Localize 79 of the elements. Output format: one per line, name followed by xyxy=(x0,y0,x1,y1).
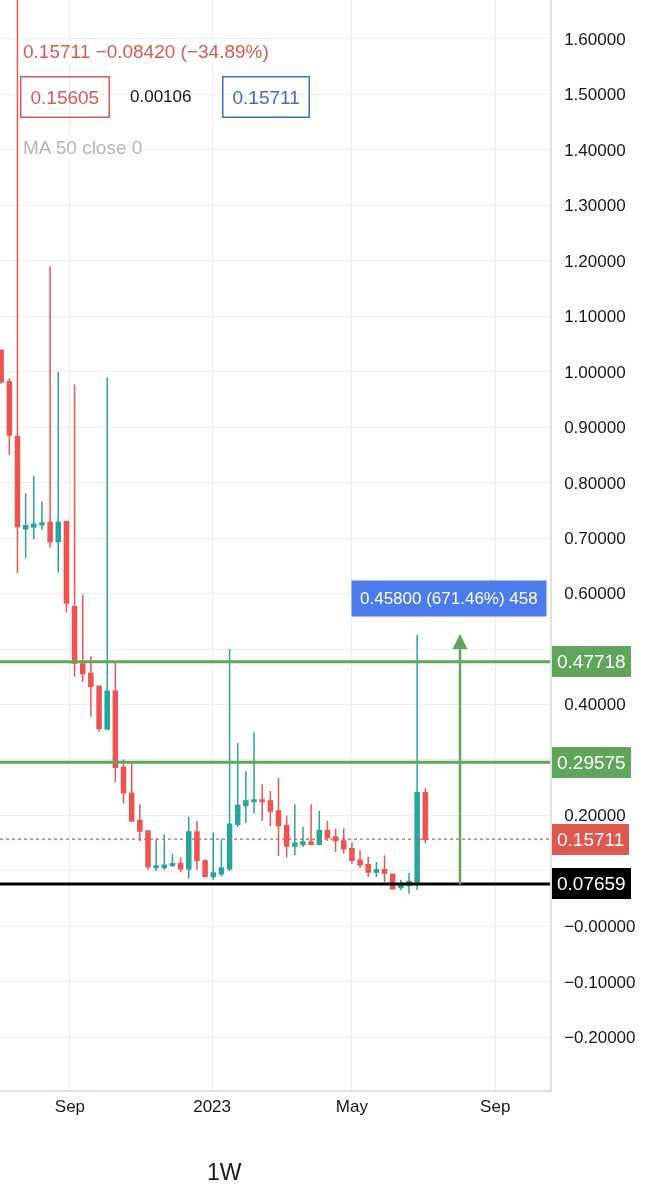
candlestick xyxy=(31,475,37,540)
candlestick xyxy=(55,370,62,574)
candlestick xyxy=(234,742,241,828)
y-tick-label: 1.40000 xyxy=(564,140,626,160)
candlestick xyxy=(104,376,110,730)
y-tick-label: 0.80000 xyxy=(564,473,626,493)
candlestick xyxy=(169,852,176,868)
x-tick-label: Sep xyxy=(54,1097,86,1117)
y-tick-label: 0.20000 xyxy=(564,806,626,826)
y-tick-label: 1.50000 xyxy=(564,85,626,105)
candlestick xyxy=(112,660,119,783)
x-tick-label: Sep xyxy=(480,1097,511,1117)
y-tick-label: 1.20000 xyxy=(564,251,626,271)
candlestick xyxy=(243,770,249,824)
candlestick xyxy=(373,861,380,878)
candlestick xyxy=(308,803,314,847)
y-tick-label: 1.10000 xyxy=(564,307,626,327)
candlestick xyxy=(218,838,225,878)
candlestick xyxy=(349,841,355,865)
annotation: 0.00106 xyxy=(130,87,192,106)
candlestick xyxy=(145,830,151,871)
text: 1W xyxy=(207,1159,242,1185)
candlestick xyxy=(79,593,86,683)
y-tick-label: −0.10000 xyxy=(564,972,636,992)
y-tick-label: 0.60000 xyxy=(564,584,626,604)
y-tick-label: 1.00000 xyxy=(564,362,626,382)
candlestick xyxy=(414,633,420,891)
candlestick xyxy=(259,783,265,822)
candlestick xyxy=(96,684,102,733)
annotation: 0.45800 (671.46%) 458 xyxy=(360,589,538,608)
x-tick-label: May xyxy=(335,1097,369,1117)
candlestick xyxy=(251,731,257,815)
candlestick xyxy=(186,816,192,880)
annotation: 0.15711 xyxy=(232,86,300,108)
candlestick xyxy=(88,655,94,718)
candlestick xyxy=(6,377,13,456)
y-tick-label: 1.30000 xyxy=(564,196,626,216)
ref-line-label: 0.15711 xyxy=(557,829,625,850)
candlestick xyxy=(226,648,233,872)
y-tick-label: −0.00000 xyxy=(564,917,636,937)
annotation: MA 50 close 0 xyxy=(23,137,143,158)
candlestick xyxy=(63,520,70,614)
candlestick xyxy=(137,803,143,842)
ref-line-label: 0.47718 xyxy=(557,651,626,672)
candlestick xyxy=(39,500,45,531)
y-tick-label: 0.40000 xyxy=(564,695,626,715)
candlestick xyxy=(161,833,168,871)
y-tick-label: 0.90000 xyxy=(564,418,626,438)
candlestick xyxy=(47,265,53,549)
ref-line-label: 0.29575 xyxy=(557,752,626,773)
y-tick-label: 1.60000 xyxy=(564,29,626,49)
candlestick xyxy=(332,827,339,853)
x-tick-label: 2023 xyxy=(193,1097,231,1117)
candlestick xyxy=(292,803,298,857)
y-tick-label: 0.70000 xyxy=(564,529,626,549)
candlestick xyxy=(202,858,208,878)
candlestick xyxy=(14,0,21,574)
candlestick xyxy=(324,820,331,842)
candlestick xyxy=(0,348,4,385)
candlestick xyxy=(300,826,306,848)
candlestick xyxy=(22,492,29,559)
candlestick xyxy=(283,814,290,859)
y-tick-label: −0.20000 xyxy=(564,1028,636,1048)
annotation: 0.15605 xyxy=(30,86,100,108)
candlestick xyxy=(194,820,200,871)
candlestick xyxy=(357,849,363,869)
candlestick xyxy=(71,383,78,678)
candlestick xyxy=(275,776,282,857)
candlestick xyxy=(365,856,371,878)
text: 0.15711 −0.08420 (−34.89%) xyxy=(23,41,269,62)
candlestick xyxy=(422,787,429,844)
candlestick xyxy=(120,758,127,804)
candlestick xyxy=(381,854,388,883)
candlestick xyxy=(316,810,323,847)
candlestick xyxy=(341,827,347,855)
ref-line-label: 0.07659 xyxy=(557,873,626,894)
candlestick xyxy=(153,837,159,872)
candlestick xyxy=(267,790,274,827)
candlestick xyxy=(210,831,216,881)
